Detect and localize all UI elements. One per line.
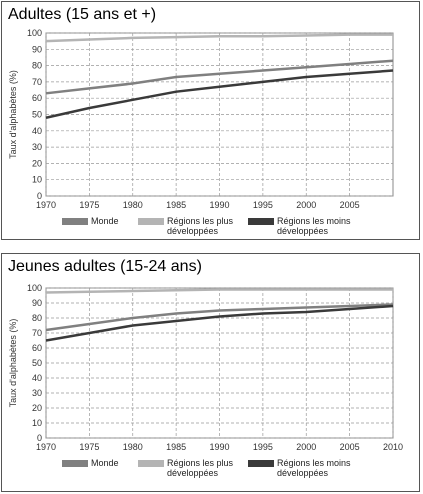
x-tick-label: 1985	[166, 442, 186, 452]
x-tick-label: 2010	[383, 442, 403, 452]
y-tick-label: 50	[32, 110, 42, 120]
legend-swatch	[248, 460, 274, 467]
legend-label: Régions les plus développées	[167, 458, 234, 478]
x-tick-label: 1980	[123, 442, 143, 452]
y-tick-label: 60	[32, 343, 42, 353]
legend-item: Régions les moins développées	[248, 458, 368, 478]
y-tick-label: 40	[32, 373, 42, 383]
chart-title: Jeunes adultes (15-24 ans)	[8, 258, 202, 275]
y-tick-label: 40	[32, 126, 42, 136]
line-series	[45, 33, 393, 43]
legend-item: Régions les plus développées	[138, 458, 258, 478]
x-tick-label: 2000	[296, 442, 316, 452]
x-tick-label: 1980	[123, 200, 143, 210]
y-tick-label: 0	[37, 191, 42, 201]
y-tick-label: 90	[32, 44, 42, 54]
y-tick-label: 100	[27, 28, 42, 38]
legend-swatch	[62, 218, 88, 225]
chart: 0 10 20 30 40 50 60 70 80 90 100 1970 1975 1980 1985 19…	[8, 283, 403, 452]
y-tick-label: 10	[32, 418, 42, 428]
line-series	[45, 304, 394, 342]
x-tick-label: 1985	[166, 200, 186, 210]
y-tick-label: 30	[32, 142, 42, 152]
line-series	[45, 303, 394, 332]
y-tick-label: 50	[32, 358, 42, 368]
y-axis-label: Taux d'alphabètes (%)	[8, 70, 18, 159]
x-tick-label: 2005	[340, 200, 360, 210]
line-series	[45, 288, 393, 294]
chart: 0 10 20 30 40 50 60 70 80 90 100 1970 1975 1980 1985 19…	[8, 28, 394, 210]
chart-panel: Jeunes adultes (15-24 ans) 0 10 20 30 40 50 60 7…	[1, 253, 420, 492]
legend-item: Monde	[62, 216, 182, 226]
y-tick-label: 80	[32, 61, 42, 71]
legend-label: Monde	[91, 216, 119, 226]
legend-label: Monde	[91, 458, 119, 468]
y-tick-label: 80	[32, 313, 42, 323]
y-tick-label: 60	[32, 93, 42, 103]
line-series	[45, 69, 394, 119]
legend-item: Régions les plus développées	[138, 216, 258, 236]
legend-swatch	[138, 460, 164, 467]
legend-swatch	[248, 218, 274, 225]
y-tick-label: 20	[32, 158, 42, 168]
x-tick-label: 2000	[296, 200, 316, 210]
x-tick-label: 1970	[36, 200, 56, 210]
y-tick-label: 20	[32, 403, 42, 413]
y-tick-label: 100	[27, 283, 42, 293]
line-series	[45, 59, 394, 95]
y-tick-label: 70	[32, 328, 42, 338]
legend-swatch	[62, 460, 88, 467]
y-tick-label: 90	[32, 298, 42, 308]
legend-label: Régions les plus développées	[167, 216, 234, 236]
x-tick-label: 2005	[340, 442, 360, 452]
y-tick-label: 0	[37, 433, 42, 443]
chart-title: Adultes (15 ans et +)	[8, 6, 157, 23]
x-tick-label: 1995	[253, 442, 273, 452]
x-tick-label: 1975	[79, 442, 99, 452]
y-tick-label: 10	[32, 175, 42, 185]
y-tick-label: 30	[32, 388, 42, 398]
x-tick-label: 1995	[253, 200, 273, 210]
y-axis-label: Taux d'alphabètes (%)	[8, 319, 18, 408]
x-tick-label: 1990	[209, 442, 229, 452]
y-tick-label: 70	[32, 77, 42, 87]
chart-panel: Adultes (15 ans et +) 0 10 20 30 40 50 60 70 80 90…	[1, 1, 420, 240]
legend-swatch	[138, 218, 164, 225]
legend-label: Régions les moins développées	[277, 458, 351, 478]
x-tick-label: 1990	[209, 200, 229, 210]
legend-item: Monde	[62, 458, 182, 468]
legend-label: Régions les moins développées	[277, 216, 351, 236]
x-tick-label: 1970	[36, 442, 56, 452]
legend-item: Régions les moins développées	[248, 216, 368, 236]
x-tick-label: 1975	[79, 200, 99, 210]
